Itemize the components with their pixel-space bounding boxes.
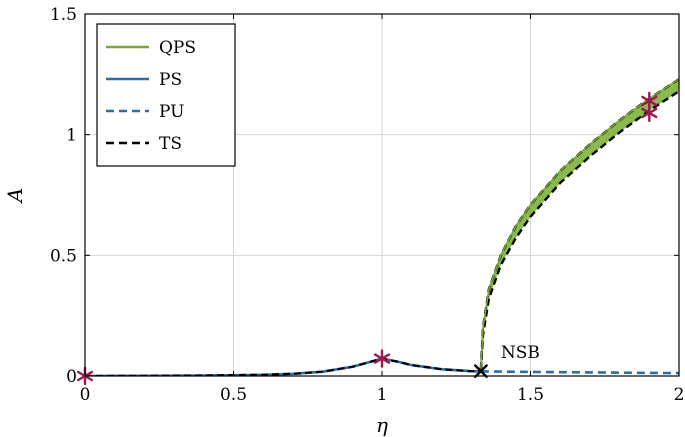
x-tick-label: 0.5 [220, 385, 247, 405]
series-ps-line [85, 357, 481, 376]
legend-label-pu: PU [159, 102, 184, 122]
x-tick-label: 2 [674, 385, 685, 405]
legend-label-ts: TS [159, 134, 182, 154]
marker-stroke [641, 107, 658, 119]
series-qps-band [480, 79, 679, 372]
y-tick-label: 1 [66, 126, 77, 146]
series-qps-upper-edge [479, 78, 679, 369]
y-axis-label: A [3, 188, 27, 204]
series-ts-line [85, 357, 481, 376]
legend-label-qps: QPS [159, 38, 196, 58]
marker-stroke [474, 364, 488, 378]
annotation-nsb: NSB [501, 343, 540, 363]
cross-marker [474, 364, 488, 378]
legend: QPS PS PU TS [96, 23, 236, 167]
axis-ticks: 0 0.5 1 1.5 2 0 0.5 1 1.5 [50, 5, 684, 405]
marker-stroke [641, 95, 658, 107]
asterisk-marker [373, 349, 391, 368]
x-tick-label: 0 [80, 385, 91, 405]
series-qps-line [480, 78, 679, 369]
plot-content: NSB [76, 78, 679, 386]
x-tick-label: 1 [377, 385, 388, 405]
y-tick-label: 0.5 [50, 246, 77, 266]
y-tick-label: 0 [66, 367, 77, 387]
marker-stroke [373, 353, 391, 364]
series-qps-lower-edge [479, 90, 679, 372]
legend-label-ps: PS [159, 70, 182, 90]
x-axis-label: η [376, 413, 388, 437]
y-tick-label: 1.5 [50, 5, 77, 25]
series-layer [85, 78, 679, 376]
x-tick-label: 1.5 [517, 385, 544, 405]
series-pu-line [480, 370, 679, 375]
asterisk-marker [641, 103, 658, 123]
